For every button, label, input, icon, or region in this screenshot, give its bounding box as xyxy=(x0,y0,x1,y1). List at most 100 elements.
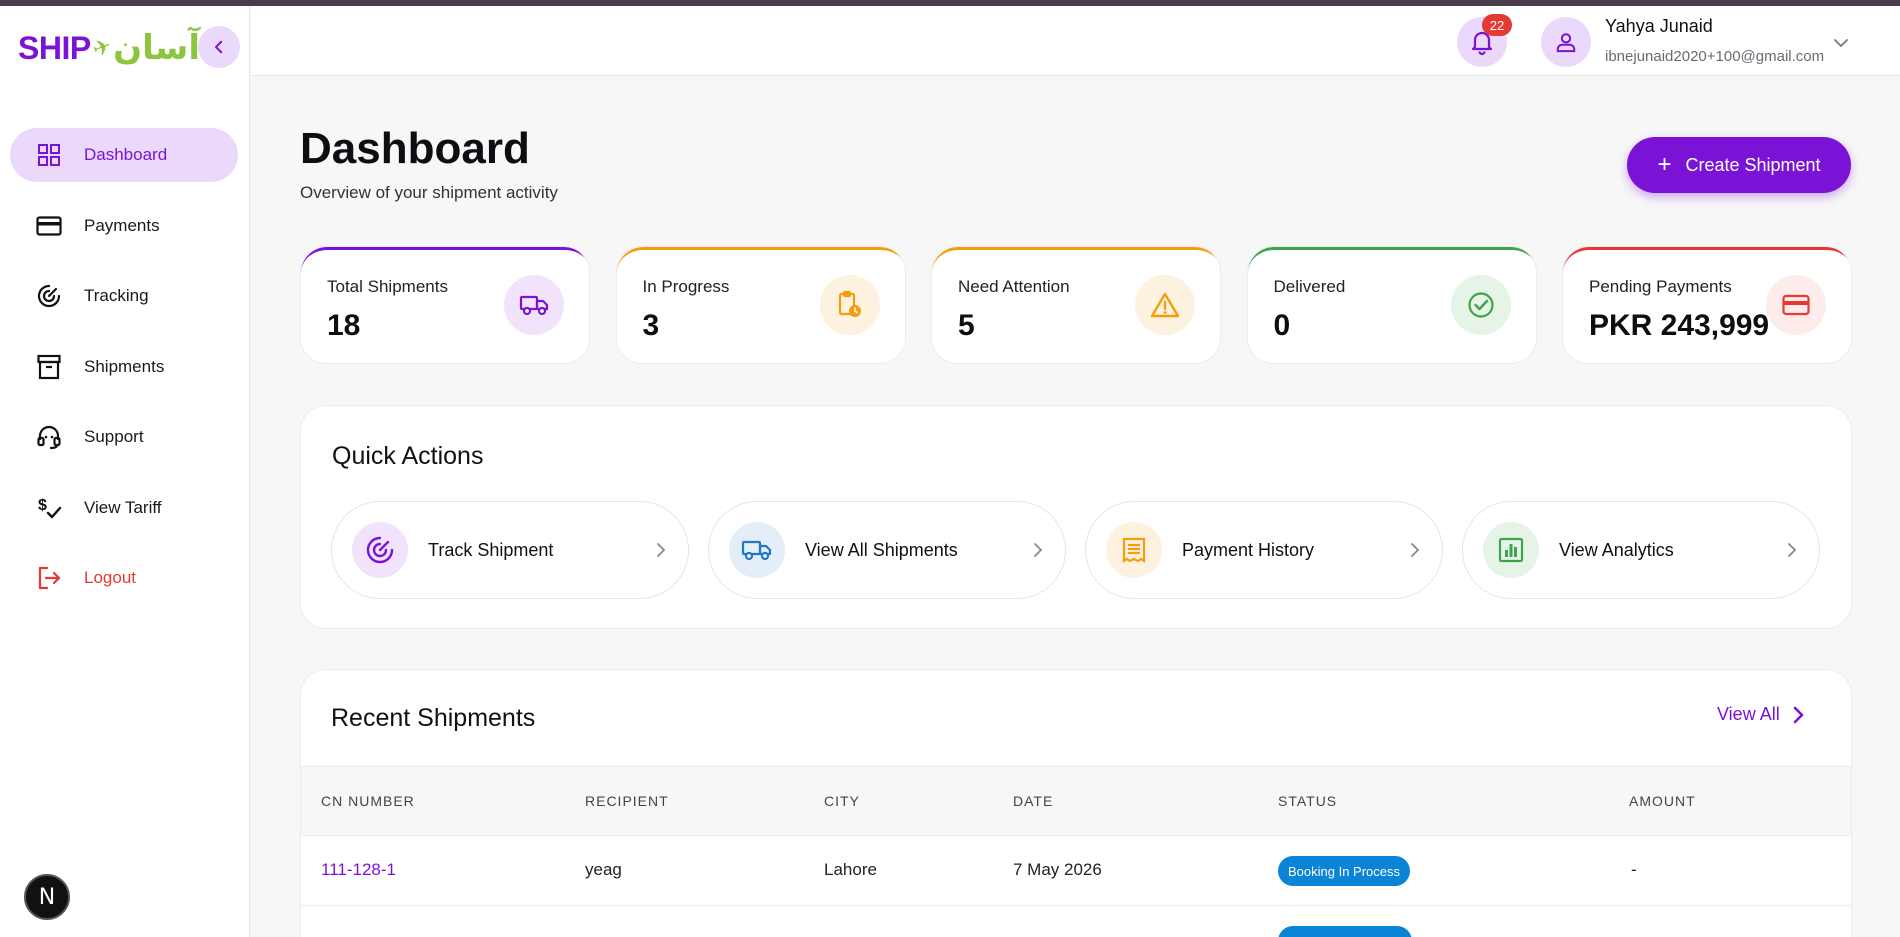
stat-accent-arc xyxy=(1563,247,1851,277)
recipient-cell: yeag xyxy=(585,860,622,879)
sidebar-item-label: Support xyxy=(84,427,144,446)
quick-action-label: Payment History xyxy=(1182,539,1315,560)
chevron-right-icon xyxy=(1788,543,1797,557)
sidebar-item-label: Logout xyxy=(84,568,136,587)
sidebar-item-label: Payments xyxy=(84,215,160,235)
stats-row: Total Shipments 18 In Progress 3 Need At… xyxy=(300,246,1852,364)
stat-label: Total Shipments xyxy=(327,277,448,296)
warning-icon xyxy=(1135,275,1195,335)
tariff-icon: $ xyxy=(36,495,62,521)
create-shipment-label: Create Shipment xyxy=(1685,154,1821,175)
brand-ship-text: SHIP xyxy=(18,29,91,66)
stat-accent-arc xyxy=(616,247,905,277)
bar-chart-icon xyxy=(1483,522,1539,578)
quick-actions-card: Quick Actions Track Shipment View All Sh… xyxy=(300,405,1852,629)
stat-accent-arc xyxy=(1247,247,1536,277)
stat-card-total-shipments[interactable]: Total Shipments 18 xyxy=(300,246,590,364)
quick-action-track-shipment[interactable]: Track Shipment xyxy=(331,501,689,599)
quick-action-label: View Analytics xyxy=(1559,539,1674,560)
target-icon xyxy=(352,522,408,578)
logout-icon xyxy=(36,565,62,591)
stat-value: PKR 243,999 xyxy=(1589,309,1770,342)
stat-label: Pending Payments xyxy=(1589,277,1732,296)
plus-icon: + xyxy=(1657,151,1672,178)
stat-accent-arc xyxy=(932,247,1220,277)
chevron-right-icon xyxy=(1793,706,1804,723)
create-shipment-button[interactable]: + Create Shipment xyxy=(1627,137,1851,193)
stat-label: In Progress xyxy=(642,277,730,296)
check-circle-icon xyxy=(1450,275,1511,335)
user-icon xyxy=(1556,33,1576,53)
sidebar-item-shipments[interactable]: Shipments xyxy=(10,340,238,394)
city-cell: Lahore xyxy=(824,860,877,879)
column-header-amount[interactable]: AMOUNT xyxy=(1629,793,1696,809)
tracking-icon xyxy=(36,283,62,309)
column-header-recipient[interactable]: RECIPIENT xyxy=(585,793,669,809)
date-cell: 7 May 2026 xyxy=(1013,860,1102,879)
truck-icon xyxy=(729,522,785,578)
page-title: Dashboard xyxy=(300,124,530,173)
quick-actions-title: Quick Actions xyxy=(332,442,484,470)
table-header: CN NUMBER RECIPIENT CITY DATE STATUS AMO… xyxy=(301,766,1851,836)
archive-box-icon xyxy=(36,354,62,380)
stat-label: Need Attention xyxy=(958,277,1070,296)
sidebar-item-label: Shipments xyxy=(84,356,165,376)
chevron-left-icon xyxy=(215,40,223,54)
stat-card-pending-payments[interactable]: Pending Payments PKR 243,999 xyxy=(1562,246,1852,364)
user-name: Yahya Junaid xyxy=(1605,16,1713,36)
stat-card-delivered[interactable]: Delivered 0 xyxy=(1246,246,1537,364)
chevron-right-icon xyxy=(1034,543,1043,557)
sidebar-item-view-tariff[interactable]: $ View Tariff xyxy=(10,481,238,535)
dev-tools-badge[interactable]: N xyxy=(24,874,70,920)
stat-label: Delivered xyxy=(1273,277,1346,296)
window-top-strip xyxy=(0,0,1900,6)
bell-icon xyxy=(1471,31,1493,55)
view-all-label: View All xyxy=(1717,704,1780,724)
avatar[interactable] xyxy=(1541,17,1591,67)
cn-number-link[interactable]: 111-128-1 xyxy=(321,860,396,879)
stat-card-in-progress[interactable]: In Progress 3 xyxy=(615,246,906,364)
stat-accent-arc xyxy=(301,247,589,277)
page-subtitle: Overview of your shipment activity xyxy=(300,183,558,202)
chevron-right-icon xyxy=(657,543,666,557)
credit-card-icon xyxy=(36,213,62,239)
sidebar-item-label: Tracking xyxy=(84,286,149,305)
sidebar-item-label: View Tariff xyxy=(84,497,162,517)
sidebar-item-dashboard[interactable]: Dashboard xyxy=(10,128,238,182)
plane-icon: ✈ xyxy=(88,32,115,63)
dashboard-icon xyxy=(36,142,62,168)
chevron-down-icon xyxy=(1834,39,1848,48)
stat-value: 0 xyxy=(1273,309,1291,342)
table-row[interactable] xyxy=(301,906,1851,937)
brand-urdu-text: آسان xyxy=(113,28,201,68)
status-badge: Booking In Process xyxy=(1278,856,1411,886)
sidebar-item-support[interactable]: Support xyxy=(10,410,238,464)
truck-icon xyxy=(504,275,564,335)
brand-logo[interactable]: SHIP ✈ آسان xyxy=(18,28,200,68)
sidebar-item-logout[interactable]: Logout xyxy=(10,551,238,605)
quick-action-view-analytics[interactable]: View Analytics xyxy=(1462,501,1820,599)
receipt-icon xyxy=(1106,522,1162,578)
recent-shipments-title: Recent Shipments xyxy=(331,704,536,732)
column-header-date[interactable]: DATE xyxy=(1013,793,1054,809)
logo-row: SHIP ✈ آسان xyxy=(18,26,240,74)
column-header-city[interactable]: CITY xyxy=(824,793,860,809)
quick-action-payment-history[interactable]: Payment History xyxy=(1085,501,1443,599)
column-header-cn-number[interactable]: CN NUMBER xyxy=(321,793,415,809)
quick-action-view-all-shipments[interactable]: View All Shipments xyxy=(708,501,1066,599)
table-row[interactable]: 111-128-1 yeag Lahore 7 May 2026 Booking… xyxy=(301,836,1851,906)
user-menu-toggle[interactable] xyxy=(1833,36,1849,54)
sidebar-nav: Dashboard Payments Tracking Shipments Su… xyxy=(10,128,238,622)
stat-value: 5 xyxy=(958,309,975,342)
stat-value: 18 xyxy=(327,309,361,342)
credit-card-icon xyxy=(1766,275,1826,335)
sidebar-item-tracking[interactable]: Tracking xyxy=(10,269,238,323)
column-header-status[interactable]: STATUS xyxy=(1278,793,1338,809)
stat-card-need-attention[interactable]: Need Attention 5 xyxy=(931,246,1221,364)
sidebar-item-payments[interactable]: Payments xyxy=(10,199,238,253)
notification-count-badge: 22 xyxy=(1482,14,1512,36)
collapse-sidebar-button[interactable] xyxy=(198,26,240,68)
view-all-link[interactable]: View All xyxy=(1717,704,1806,725)
svg-text:$: $ xyxy=(38,497,47,514)
chevron-right-icon xyxy=(1411,543,1420,557)
